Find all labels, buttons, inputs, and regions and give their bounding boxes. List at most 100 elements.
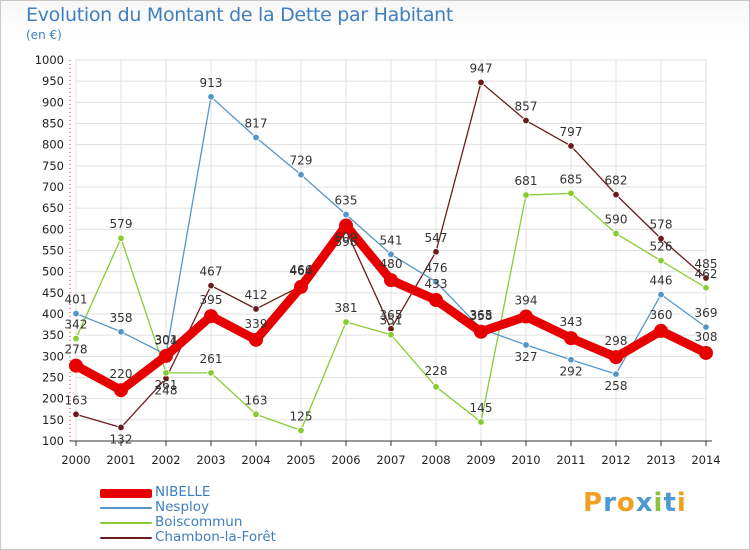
data-point-boiscommun (432, 383, 440, 391)
data-label-nesploy: 817 (245, 116, 268, 130)
data-label-nibelle: 394 (515, 294, 538, 308)
legend-swatch-nibelle (100, 489, 152, 498)
data-point-nibelle (159, 348, 173, 363)
y-tick-label: 250 (42, 371, 64, 385)
data-point-boiscommun (297, 426, 305, 435)
data-label-boiscommun: 381 (335, 301, 358, 315)
data-label-chambon: 132 (110, 432, 133, 446)
data-label-nibelle: 609 (335, 231, 358, 245)
y-tick-label: 550 (42, 244, 64, 258)
y-tick-label: 850 (42, 117, 64, 131)
y-tick-label: 100 (42, 434, 64, 448)
data-label-chambon: 248 (155, 383, 178, 397)
x-tick-label: 2012 (601, 453, 630, 467)
data-label-boiscommun: 228 (425, 364, 448, 378)
x-tick-label: 2009 (466, 453, 495, 467)
data-label-nesploy: 476 (425, 261, 448, 275)
data-label-nesploy: 304 (155, 334, 178, 348)
data-label-nibelle: 308 (695, 330, 718, 344)
y-tick-label: 200 (42, 392, 64, 406)
data-label-boiscommun: 526 (650, 240, 673, 254)
data-label-chambon: 412 (245, 288, 268, 302)
data-point-chambon (567, 142, 575, 150)
x-tick-label: 2002 (151, 453, 180, 467)
y-tick-label: 950 (42, 74, 64, 88)
data-label-chambon: 547 (425, 231, 448, 245)
data-label-chambon: 467 (200, 265, 223, 279)
logo-letter-5: t (663, 488, 677, 518)
data-label-nesploy: 327 (515, 350, 538, 364)
data-label-boiscommun: 681 (515, 174, 538, 188)
data-point-nibelle (429, 293, 443, 308)
data-point-nesploy (342, 210, 350, 219)
data-point-chambon (702, 274, 710, 282)
data-point-nesploy (117, 328, 125, 336)
y-tick-label: 650 (42, 201, 64, 215)
x-tick-label: 2003 (196, 453, 225, 467)
logo-letter-2: o (616, 488, 636, 518)
x-tick-label: 2008 (421, 453, 450, 467)
data-point-nesploy (522, 341, 530, 349)
data-label-nibelle: 298 (605, 334, 628, 348)
logo-letter-0: P (583, 488, 604, 518)
y-tick-label: 500 (42, 265, 64, 279)
data-point-nibelle (699, 345, 713, 360)
data-point-nibelle (114, 383, 128, 398)
data-point-chambon (612, 190, 620, 199)
proxiti-logo: Proxiti (583, 488, 687, 518)
y-tick-label: 800 (42, 138, 64, 152)
data-point-boiscommun (342, 318, 350, 326)
data-label-boiscommun: 590 (605, 213, 628, 227)
logo-letter-4: i (653, 488, 664, 518)
data-label-chambon: 578 (650, 218, 673, 232)
y-tick-label: 350 (42, 328, 64, 342)
y-tick-label: 400 (42, 307, 64, 321)
data-label-boiscommun: 685 (560, 172, 583, 186)
data-label-nibelle: 358 (470, 309, 493, 323)
y-tick-label: 750 (42, 159, 64, 173)
data-label-nibelle: 339 (245, 317, 268, 331)
y-tick-label: 900 (42, 95, 64, 109)
x-tick-label: 2000 (61, 453, 90, 467)
data-point-nibelle (564, 331, 578, 346)
data-label-nesploy: 446 (650, 274, 673, 288)
legend-label-chambon: Chambon-la-Forêt (155, 529, 276, 545)
y-tick-label: 700 (42, 180, 64, 194)
data-label-boiscommun: 462 (695, 267, 718, 281)
data-point-nibelle (294, 279, 308, 294)
legend-label-boiscommun: Boiscommun (155, 514, 243, 530)
data-point-nesploy (567, 356, 575, 364)
data-label-boiscommun: 342 (65, 318, 88, 332)
y-tick-label: 150 (42, 413, 64, 427)
data-label-nesploy: 358 (110, 311, 133, 325)
data-point-chambon (477, 78, 485, 87)
data-point-nesploy (72, 309, 80, 318)
legend-swatch-chambon (100, 537, 152, 539)
data-label-nibelle: 480 (380, 257, 403, 271)
data-point-chambon (522, 116, 530, 125)
data-point-nesploy (657, 290, 665, 299)
data-label-nesploy: 729 (290, 154, 313, 168)
x-tick-label: 2001 (106, 453, 135, 467)
data-label-nesploy: 913 (200, 76, 223, 90)
data-label-nibelle: 301 (155, 333, 178, 347)
data-point-boiscommun (162, 369, 170, 377)
data-point-boiscommun (612, 229, 620, 238)
x-tick-label: 2005 (286, 453, 315, 467)
data-label-nibelle: 433 (425, 277, 448, 291)
y-tick-label: 450 (42, 286, 64, 300)
y-tick-label: 600 (42, 222, 64, 236)
y-tick-label: 300 (42, 349, 64, 363)
data-label-chambon: 598 (335, 235, 358, 249)
data-point-chambon (252, 305, 260, 313)
data-label-chambon: 466 (290, 263, 313, 277)
data-point-chambon (432, 248, 440, 256)
data-label-nibelle: 464 (290, 264, 313, 278)
data-label-nesploy: 635 (335, 194, 358, 208)
data-point-boiscommun (567, 189, 575, 198)
data-label-nesploy: 369 (695, 306, 718, 320)
logo-letter-3: x (635, 488, 654, 518)
data-point-nesploy (297, 171, 305, 179)
